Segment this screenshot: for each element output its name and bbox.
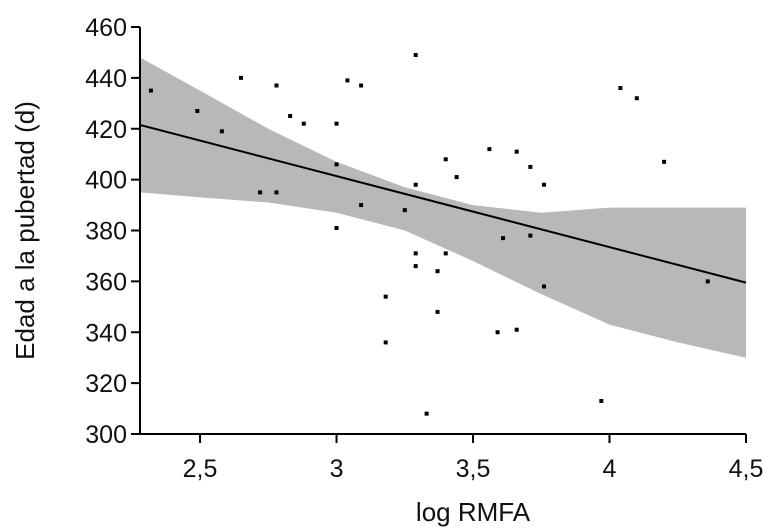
- data-point: [454, 175, 459, 180]
- x-tick-label: 4: [603, 455, 617, 483]
- y-tick-label: 360: [85, 268, 127, 296]
- data-point: [435, 269, 440, 274]
- x-tick-label: 4,5: [729, 455, 764, 483]
- data-point: [435, 309, 440, 314]
- data-point: [599, 398, 604, 403]
- data-point: [528, 164, 533, 169]
- data-point: [402, 208, 407, 213]
- data-point: [495, 330, 500, 335]
- y-tick-label: 440: [85, 65, 127, 93]
- data-point: [274, 190, 279, 195]
- data-points-layer: [148, 52, 710, 416]
- data-point: [501, 236, 506, 241]
- data-point: [383, 294, 388, 299]
- data-point: [239, 75, 243, 80]
- ticks-layer: 300 320 340 360 380 400 420 440 460 2,5 3 3,5 4 4,5: [85, 14, 763, 483]
- data-point: [413, 182, 418, 187]
- data-point: [359, 203, 364, 208]
- confidence-band-layer: [140, 57, 746, 358]
- confidence-band: [140, 57, 746, 358]
- x-tick-label: 2,5: [183, 455, 218, 483]
- data-point: [383, 340, 388, 345]
- x-tick-label: 3: [330, 455, 344, 483]
- data-point: [148, 88, 153, 93]
- data-point: [634, 96, 639, 101]
- data-point: [334, 162, 339, 167]
- data-point: [487, 147, 492, 152]
- x-tick-label: 3,5: [456, 455, 491, 483]
- x-axis-title: log RMFA: [416, 497, 531, 527]
- y-tick-label: 420: [85, 116, 127, 144]
- data-point: [514, 149, 519, 154]
- data-point: [288, 114, 293, 119]
- data-point: [514, 327, 519, 332]
- y-tick-label: 320: [85, 370, 127, 398]
- y-tick-label: 300: [85, 421, 127, 449]
- data-point: [542, 284, 546, 289]
- data-point: [334, 225, 339, 230]
- y-tick-label: 340: [85, 319, 127, 347]
- data-point: [413, 52, 418, 57]
- data-point: [424, 411, 429, 416]
- y-tick-label: 460: [85, 14, 127, 42]
- regression-line: [139, 123, 747, 284]
- data-point: [258, 190, 263, 195]
- y-axis-title: Edad a la pubertad (d): [10, 101, 40, 360]
- regression-line-layer: [139, 123, 747, 284]
- data-point: [443, 251, 448, 256]
- data-point: [705, 279, 710, 284]
- data-point: [662, 159, 667, 164]
- data-point: [195, 108, 200, 113]
- data-point: [542, 182, 546, 187]
- data-point: [413, 264, 418, 269]
- data-point: [334, 121, 339, 126]
- y-tick-label: 400: [85, 167, 127, 195]
- data-point: [301, 121, 306, 126]
- data-point: [528, 233, 533, 238]
- data-point: [618, 86, 623, 91]
- data-point: [413, 251, 418, 256]
- data-point: [219, 129, 224, 134]
- y-tick-label: 380: [85, 218, 127, 246]
- data-point: [274, 83, 279, 88]
- data-point: [359, 83, 364, 88]
- data-point: [443, 157, 448, 162]
- data-point: [345, 78, 350, 83]
